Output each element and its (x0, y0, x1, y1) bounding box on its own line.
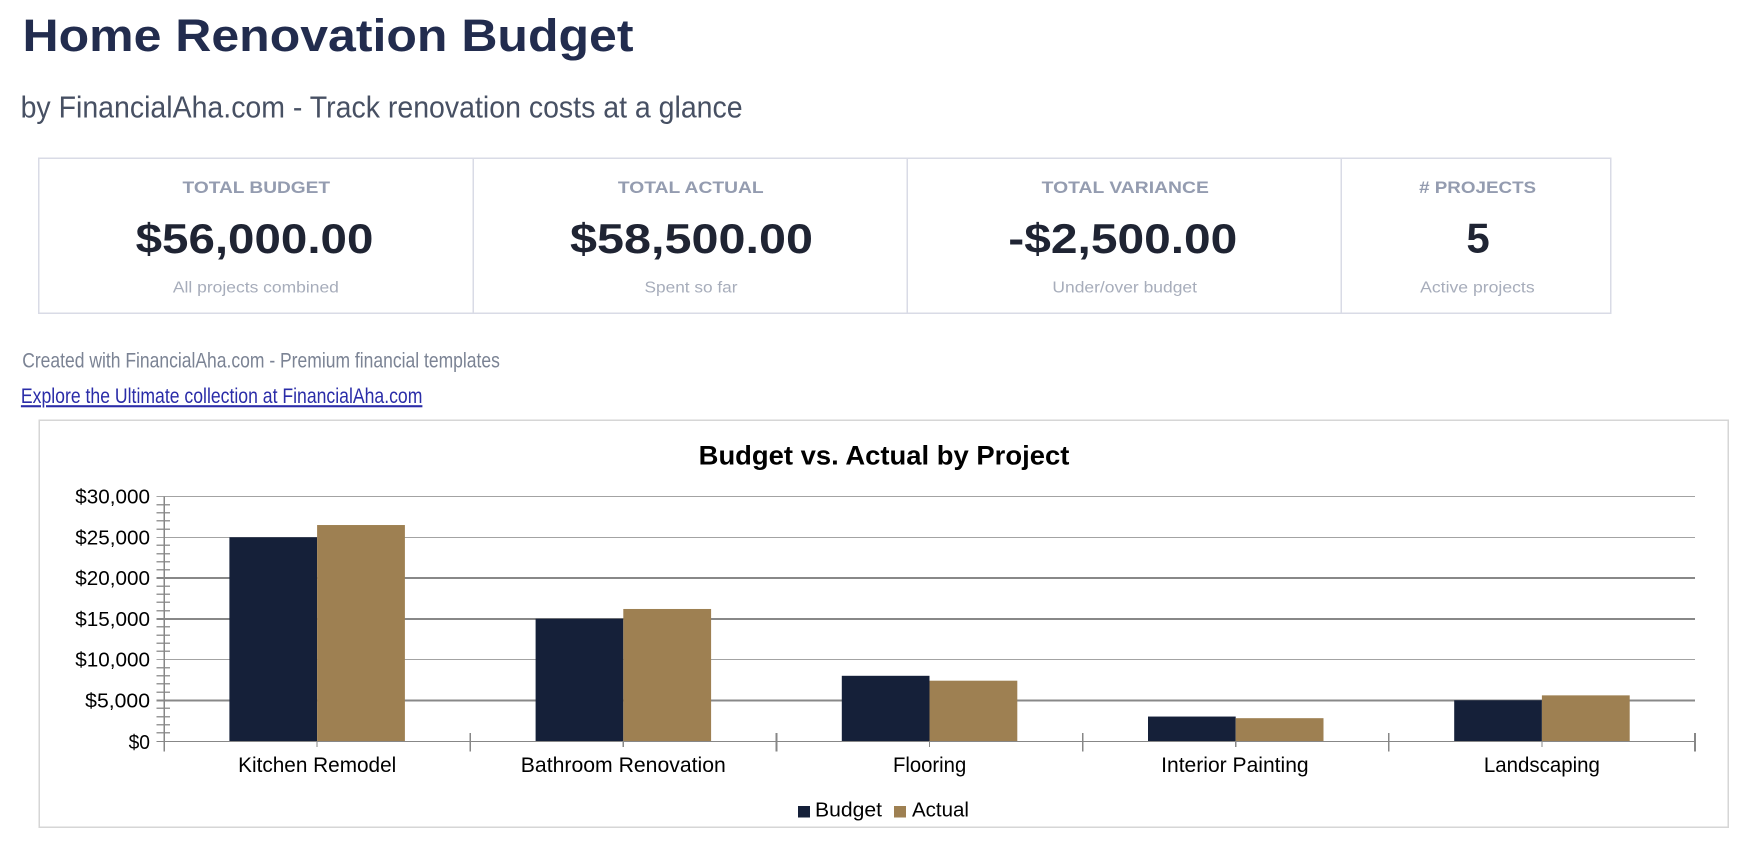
svg-text:Active projects: Active projects (1420, 280, 1535, 297)
svg-text:# PROJECTS: # PROJECTS (1419, 178, 1536, 197)
svg-text:Interior Painting: Interior Painting (1161, 754, 1309, 777)
svg-text:$30,000: $30,000 (75, 486, 150, 509)
svg-text:Created with FinancialAha.com: Created with FinancialAha.com - Premium … (22, 349, 500, 373)
svg-text:$58,500.00: $58,500.00 (570, 215, 813, 262)
svg-text:$0: $0 (129, 731, 150, 754)
svg-text:$5,000: $5,000 (85, 690, 150, 713)
svg-text:$20,000: $20,000 (75, 567, 150, 590)
svg-text:Bathroom Renovation: Bathroom Renovation (521, 754, 726, 777)
svg-text:TOTAL ACTUAL: TOTAL ACTUAL (618, 178, 764, 197)
svg-text:$15,000: $15,000 (75, 608, 150, 631)
svg-text:Under/over budget: Under/over budget (1052, 280, 1197, 297)
svg-text:Flooring: Flooring (893, 754, 966, 777)
svg-text:Landscaping: Landscaping (1484, 754, 1600, 777)
svg-text:5: 5 (1466, 215, 1489, 262)
svg-text:Actual: Actual (912, 799, 969, 822)
svg-text:$56,000.00: $56,000.00 (136, 215, 374, 262)
svg-text:All projects combined: All projects combined (173, 280, 339, 297)
svg-text:TOTAL BUDGET: TOTAL BUDGET (183, 178, 331, 197)
svg-text:Kitchen Remodel: Kitchen Remodel (238, 754, 396, 777)
svg-text:Home Renovation Budget: Home Renovation Budget (23, 10, 634, 61)
svg-text:$10,000: $10,000 (75, 649, 150, 672)
svg-text:-$2,500.00: -$2,500.00 (1008, 215, 1237, 262)
svg-text:Spent so far: Spent so far (645, 280, 738, 297)
svg-text:Budget vs. Actual by Project: Budget vs. Actual by Project (699, 440, 1070, 470)
svg-text:Explore the Ultimate collectio: Explore the Ultimate collection at Finan… (21, 385, 423, 408)
svg-text:$25,000: $25,000 (75, 526, 150, 549)
svg-text:Budget: Budget (815, 799, 882, 822)
svg-text:by FinancialAha.com - Track re: by FinancialAha.com - Track renovation c… (21, 89, 743, 124)
svg-text:TOTAL VARIANCE: TOTAL VARIANCE (1042, 178, 1209, 197)
